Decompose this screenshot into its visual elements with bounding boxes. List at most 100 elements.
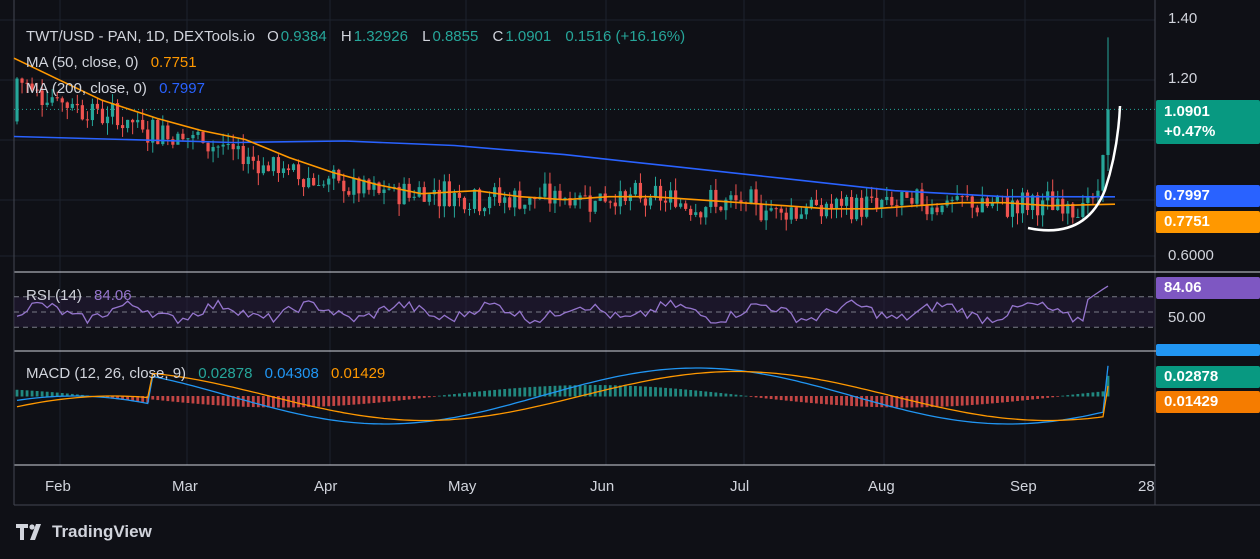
macd-hist-bar (628, 385, 632, 397)
macd-hist-bar (880, 396, 884, 408)
macd-hist-bar (814, 396, 818, 404)
candle-body (684, 203, 688, 209)
macd-hist-bar (236, 396, 240, 407)
candle-body (709, 189, 713, 208)
macd-hist-bar (70, 393, 74, 397)
macd-hist-bar (835, 396, 838, 406)
macd-hist-bar (266, 396, 270, 408)
candle-body (749, 189, 753, 204)
macd-legend: MACD (12, 26, close, 9) 0.02878 0.04308 … (26, 365, 387, 382)
candle-body (860, 197, 864, 217)
macd-hist-bar (442, 395, 446, 397)
macd-hist-bar (1041, 396, 1045, 399)
candle-body (518, 190, 522, 209)
macd-hist-bar (825, 396, 828, 405)
x-tick-may: May (448, 478, 477, 495)
macd-hist-bar (1076, 394, 1080, 397)
macd-hist-bar (30, 390, 34, 397)
macd-hist-bar (955, 396, 959, 406)
candle-body (487, 196, 492, 209)
candle-body (890, 196, 894, 206)
macd-hist-bar (241, 396, 245, 407)
candle-body (241, 145, 245, 165)
macd-hist-value: 0.02878 (198, 365, 253, 382)
macd-hist-bar (1091, 392, 1095, 397)
y-tick-060: 0.6000 (1168, 247, 1214, 264)
candle-body (789, 207, 793, 220)
candle-body (839, 198, 844, 206)
candle-body (975, 207, 979, 213)
macd-hist-bar (613, 385, 617, 397)
candle-body (472, 189, 477, 209)
candle-body (1020, 192, 1025, 214)
macd-hist-bar (221, 396, 225, 406)
candle-body (276, 157, 281, 174)
macd-hist-bar (392, 396, 396, 402)
candle-body (915, 189, 919, 204)
candle-body (1041, 200, 1045, 216)
rsi-tag: 84.06 (1156, 277, 1260, 299)
x-tick-jul: Jul (730, 478, 750, 495)
macd-hist-bar (779, 396, 783, 401)
macd-hist-tag: 0.02878 (1156, 366, 1260, 388)
candle-body (427, 194, 431, 202)
candle-body (935, 207, 939, 213)
candle-body (759, 204, 763, 221)
candle-body (90, 103, 95, 121)
close-value: 1.0901 (505, 28, 552, 45)
macd-hist-bar (463, 392, 466, 397)
candle-body (528, 196, 532, 205)
candle-body (588, 195, 592, 212)
macd-hist-bar (60, 393, 64, 397)
macd-hist-bar (970, 396, 974, 405)
macd-hist-bar (764, 396, 768, 399)
candle-body (156, 119, 160, 145)
macd-hist-bar (50, 392, 54, 397)
change-value: 0.1516 (+16.16%) (565, 28, 686, 45)
ma200-label: MA (200, close, 0) (26, 80, 147, 97)
candle-body (291, 164, 296, 171)
macd-hist-bar (623, 385, 627, 397)
ma50-label: MA (50, close, 0) (26, 54, 139, 71)
candle-body (679, 203, 683, 207)
macd-hist-bar (478, 391, 481, 397)
candle-body (136, 119, 140, 123)
candle-body (357, 178, 361, 194)
candle-body (151, 119, 155, 143)
macd-hist-bar (754, 396, 758, 398)
macd-hist-bar (121, 396, 124, 400)
candle-body (15, 78, 19, 122)
candle-body (578, 195, 582, 200)
macd-hist-bar (1096, 391, 1100, 397)
macd-hist-bar (327, 396, 331, 407)
macd-hist-bar (573, 385, 577, 397)
macd-hist-bar (176, 396, 180, 403)
macd-hist-bar (523, 387, 527, 397)
macd-hist-bar (734, 394, 738, 397)
macd-signal-tag: 0.01429 (1156, 391, 1260, 413)
macd-hist-bar (608, 385, 612, 397)
macd-hist-bar (432, 396, 436, 397)
macd-hist-bar (1006, 396, 1009, 403)
candle-body (508, 197, 512, 208)
candle-body (1005, 197, 1010, 217)
x-tick-aug: Aug (868, 478, 895, 495)
macd-hist-bar (151, 396, 155, 400)
candle-body (1076, 216, 1080, 218)
candle-body (809, 199, 813, 208)
high-label: H (340, 28, 352, 45)
macd-hist-bar (568, 385, 572, 397)
macd-hist-bar (553, 385, 557, 397)
macd-hist-bar (503, 389, 507, 397)
tradingview-logo[interactable]: TradingView (16, 522, 152, 542)
macd-hist-bar (191, 396, 195, 404)
macd-hist-bar (387, 396, 391, 402)
macd-hist-bar (930, 396, 934, 408)
candle-body (920, 189, 924, 206)
x-tick-feb: Feb (45, 478, 71, 495)
candle-body (1066, 203, 1070, 214)
rsi-label: RSI (14) (26, 287, 82, 304)
candle-body (658, 185, 663, 201)
macd-hist-bar (935, 396, 939, 407)
